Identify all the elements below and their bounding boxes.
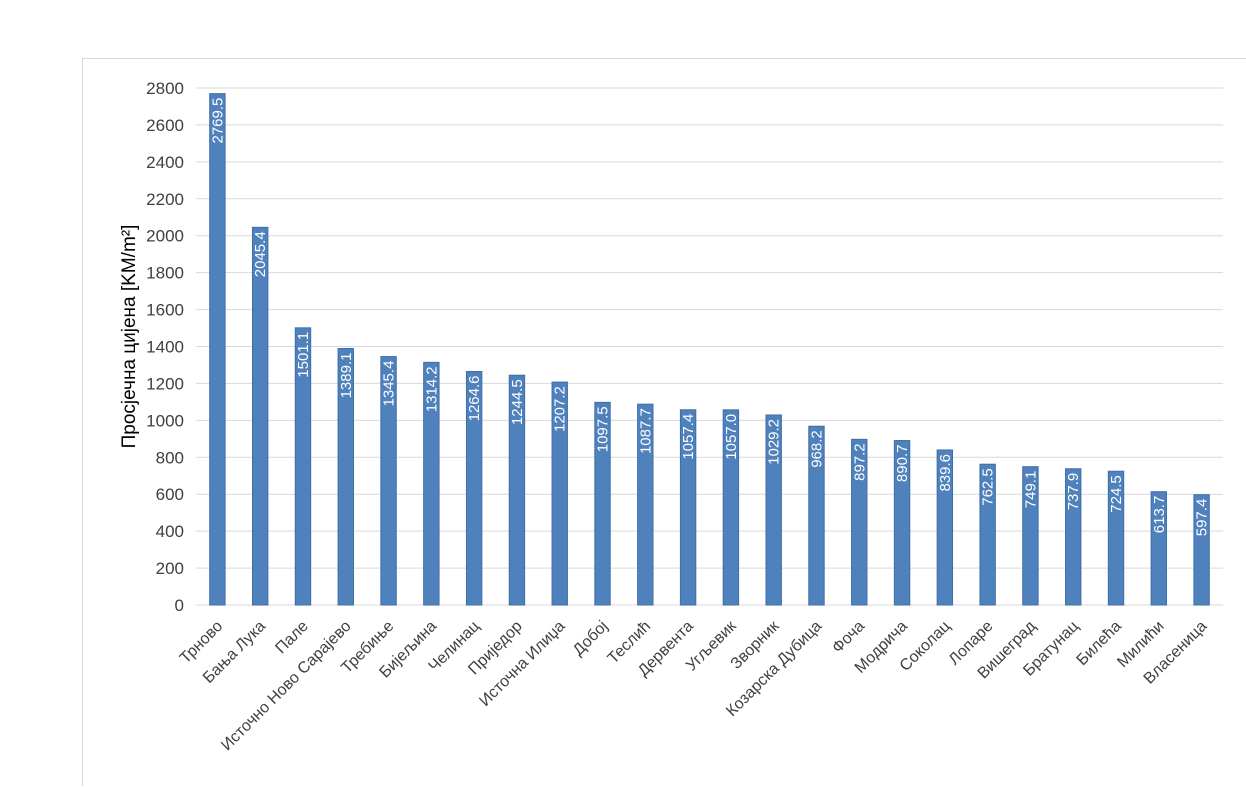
- y-tick-label: 1400: [146, 338, 184, 357]
- bar: [594, 401, 611, 606]
- bar: [1150, 491, 1168, 606]
- data-label: 1029.2: [766, 419, 783, 465]
- data-label: 1345.4: [381, 361, 398, 407]
- data-label: 890.7: [894, 445, 911, 483]
- y-tick-label: 200: [156, 559, 184, 578]
- data-label: 2045.4: [252, 231, 269, 277]
- bar: [979, 463, 996, 606]
- y-tick-label: 2800: [146, 79, 184, 98]
- bar: [936, 449, 954, 606]
- bar: [851, 438, 868, 606]
- y-tick-label: 2600: [146, 116, 184, 135]
- bar: [209, 93, 226, 606]
- data-label: 1389.1: [338, 353, 355, 399]
- x-category-label: Добој: [570, 618, 611, 659]
- data-label: 613.7: [1151, 496, 1168, 534]
- y-tick-label: 600: [156, 485, 184, 504]
- bar: [294, 327, 312, 606]
- bar: [893, 440, 911, 606]
- y-tick-label: 2200: [146, 190, 184, 209]
- bar: [808, 425, 825, 606]
- data-label: 2769.5: [209, 98, 226, 144]
- data-label: 749.1: [1022, 471, 1039, 509]
- data-label: 1097.5: [595, 406, 612, 452]
- bar: [251, 226, 269, 606]
- bar: [722, 409, 740, 606]
- y-tick-label: 1000: [146, 411, 184, 430]
- bar: [508, 374, 526, 606]
- y-tick-label: 0: [175, 596, 184, 615]
- bar: [380, 356, 397, 606]
- data-label: 737.9: [1065, 473, 1082, 511]
- data-label: 597.4: [1194, 499, 1211, 537]
- x-category-label: Фоча: [829, 618, 868, 657]
- bars: [209, 93, 1210, 606]
- data-label: 1207.2: [552, 386, 569, 432]
- bar: [1065, 468, 1082, 606]
- data-label: 1057.0: [723, 414, 740, 460]
- y-tick-label: 2400: [146, 153, 184, 172]
- y-tick-label: 400: [156, 522, 184, 541]
- data-labels: 2769.5 2045.4 1501.1 1389.1 1345.4 1314.2 1264…: [209, 98, 1210, 537]
- chart-frame: 2769.5 2045.4 1501.1 1389.1 1345.4 1314.2 1264…: [82, 58, 1246, 786]
- y-tick-label: 1200: [146, 374, 184, 393]
- data-label: 1087.7: [637, 408, 654, 454]
- bar: [465, 371, 483, 606]
- data-label: 839.6: [937, 454, 954, 492]
- x-category-label: Пале: [272, 618, 311, 657]
- data-label: 1314.2: [423, 366, 440, 412]
- bar: [1193, 494, 1210, 606]
- bar: [551, 381, 568, 606]
- y-tick-label: 800: [156, 448, 184, 467]
- gridlines: [196, 87, 1223, 606]
- data-label: 1244.5: [509, 379, 526, 425]
- y-tick-label: 2000: [146, 227, 184, 246]
- data-label: 1501.1: [295, 332, 312, 378]
- data-label: 1264.6: [466, 376, 483, 422]
- bar: [765, 414, 782, 606]
- bar: [337, 348, 354, 606]
- bar: [1107, 470, 1125, 606]
- bar: [637, 403, 654, 606]
- data-label: 897.2: [851, 443, 868, 481]
- y-tick-label: 1800: [146, 264, 184, 283]
- data-label: 1057.4: [680, 414, 697, 460]
- y-tick-label: 1600: [146, 301, 184, 320]
- y-axis-title: Просјечна цијена [KM/m²]: [119, 225, 140, 449]
- data-label: 762.5: [980, 468, 997, 506]
- bar: [679, 409, 697, 606]
- data-label: 724.5: [1108, 475, 1125, 513]
- bar: [1022, 466, 1039, 606]
- bar-chart: 2769.5 2045.4 1501.1 1389.1 1345.4 1314.2 1264…: [119, 79, 1223, 754]
- data-label: 968.2: [808, 430, 825, 468]
- bar: [423, 361, 440, 606]
- y-axis-ticks: 0 200 400 600 800 1000 1200 1400 1600 1800 2000 220…: [146, 79, 184, 615]
